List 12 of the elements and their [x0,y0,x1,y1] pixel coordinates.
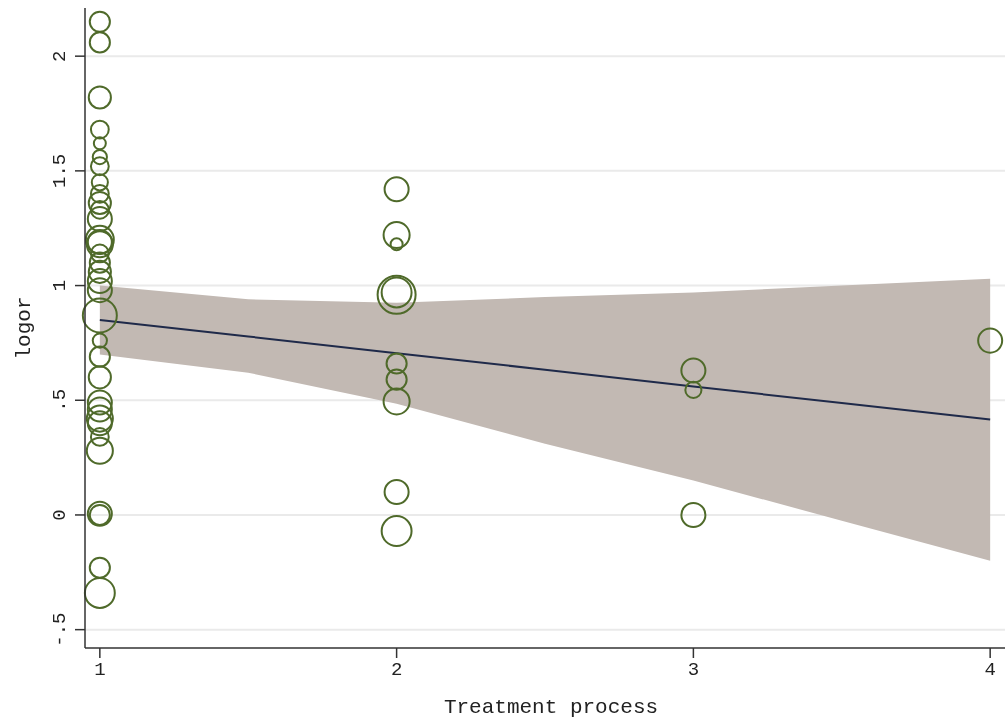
y-axis-title: logor [13,296,36,360]
x-tick-label: 4 [984,659,996,681]
y-tick-label: .5 [49,388,71,412]
x-axis-title: Treatment process [443,696,659,719]
x-tick-label: 2 [390,659,403,681]
y-tick-label: 0 [49,509,71,521]
x-tick-label: 3 [687,659,700,681]
x-tick-label: 1 [94,659,106,681]
y-tick-label: 2 [49,50,71,62]
y-tick-label: 1.5 [49,153,71,188]
y-tick-label: -.5 [49,612,71,647]
y-tick-label: 1 [49,279,71,292]
